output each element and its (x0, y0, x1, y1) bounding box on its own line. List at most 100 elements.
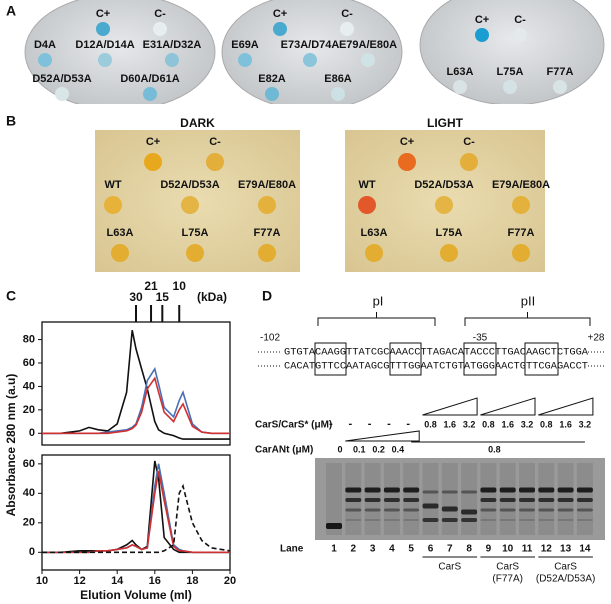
label: E31A/D32A (143, 39, 202, 51)
label: CarS (554, 562, 577, 573)
colony (111, 244, 129, 262)
bg-cover (0, 104, 611, 114)
label: 1.6 (501, 419, 514, 429)
label: (F77A) (492, 574, 523, 585)
gel-band (499, 498, 516, 502)
x-axis-title: Elution Volume (ml) (80, 588, 192, 602)
label: LIGHT (427, 116, 464, 130)
gel-band (364, 519, 381, 521)
gel-band (422, 490, 439, 494)
colony (361, 53, 375, 67)
label: D52A/D53A (32, 73, 91, 85)
label: C+ (96, 8, 110, 20)
colony (503, 80, 517, 94)
label: E79A/E80A (339, 39, 397, 51)
ramp (422, 397, 478, 416)
colony (258, 244, 276, 262)
plot-frame (41, 454, 231, 571)
label: 0.8 (488, 444, 501, 454)
gel-band (576, 498, 593, 502)
colony (96, 22, 110, 36)
label: C+ (273, 8, 287, 20)
gel-lane (326, 463, 342, 535)
gel-band (461, 518, 478, 522)
label: 7 (447, 544, 453, 555)
colony (144, 153, 162, 171)
x-tick-label: 10 (36, 575, 48, 587)
label: 0.8 (424, 419, 437, 429)
x-tick-label: 18 (186, 575, 198, 587)
label: - (387, 418, 391, 430)
label: E79A/E80A (238, 179, 296, 191)
label: C- (341, 8, 353, 20)
gel-band (461, 490, 478, 494)
gel-band (441, 518, 458, 522)
gel-band (383, 519, 400, 521)
label: 2 (351, 544, 357, 555)
colony (512, 196, 530, 214)
y-tick-label: 20 (23, 517, 35, 529)
gel-band (480, 498, 497, 502)
label: (D52A/D53A) (536, 574, 595, 585)
colony (143, 87, 157, 101)
colony (303, 53, 317, 67)
label: L63A (447, 66, 474, 78)
panel-label: C (6, 288, 16, 304)
label: 1 (331, 544, 337, 555)
label: 14 (579, 544, 591, 555)
panel-label: A (6, 3, 16, 19)
label: -102 (260, 333, 280, 344)
label: 8 (466, 544, 472, 555)
y-tick-label: 20 (23, 404, 35, 416)
gel-band (461, 509, 478, 515)
label: 0.8 (482, 419, 495, 429)
label: pI (373, 293, 384, 308)
motif-box (463, 342, 497, 376)
gel-band (519, 498, 535, 502)
colony (273, 22, 287, 36)
colony (513, 28, 527, 42)
gel-band (345, 498, 362, 502)
gel-lane (422, 463, 439, 535)
y-tick-label: 40 (23, 380, 35, 392)
gel-band (538, 498, 555, 502)
motif-box (389, 342, 422, 376)
colony (238, 53, 252, 67)
panel-label: B (6, 113, 16, 129)
mass-marker-label: 15 (156, 290, 170, 304)
gel-band (403, 508, 420, 512)
gel-band (538, 508, 555, 512)
gel-lane (441, 463, 458, 535)
panel-label: D (262, 288, 272, 304)
colony (453, 80, 467, 94)
x-tick-label: 14 (111, 575, 124, 587)
label: D52A/D53A (414, 179, 473, 191)
y-tick-label: 0 (29, 427, 35, 439)
gel-band (576, 519, 593, 521)
label: 1.6 (444, 419, 457, 429)
label: CarS (496, 562, 519, 573)
x-tick-label: 16 (149, 575, 161, 587)
label: E69A (231, 39, 259, 51)
colony (98, 53, 112, 67)
gel-band (499, 487, 516, 493)
label: L75A (497, 66, 524, 78)
label: 3 (370, 544, 376, 555)
label: 10 (502, 544, 514, 555)
colony (181, 196, 199, 214)
label: - (348, 418, 352, 430)
label: C+ (146, 136, 160, 148)
label: 3.2 (579, 419, 592, 429)
label: 0 (337, 444, 342, 454)
label: -35 (473, 333, 488, 344)
y-axis-title: Absorbance 280 nm (a.u) (4, 374, 18, 517)
label: 3.2 (521, 419, 534, 429)
label: DARK (180, 116, 215, 130)
x-tick-label: 12 (73, 575, 85, 587)
colony (38, 53, 52, 67)
gel-band (364, 487, 381, 493)
series-line (42, 330, 230, 440)
row-label: CarANt (μM) (255, 445, 313, 456)
colony (398, 153, 416, 171)
